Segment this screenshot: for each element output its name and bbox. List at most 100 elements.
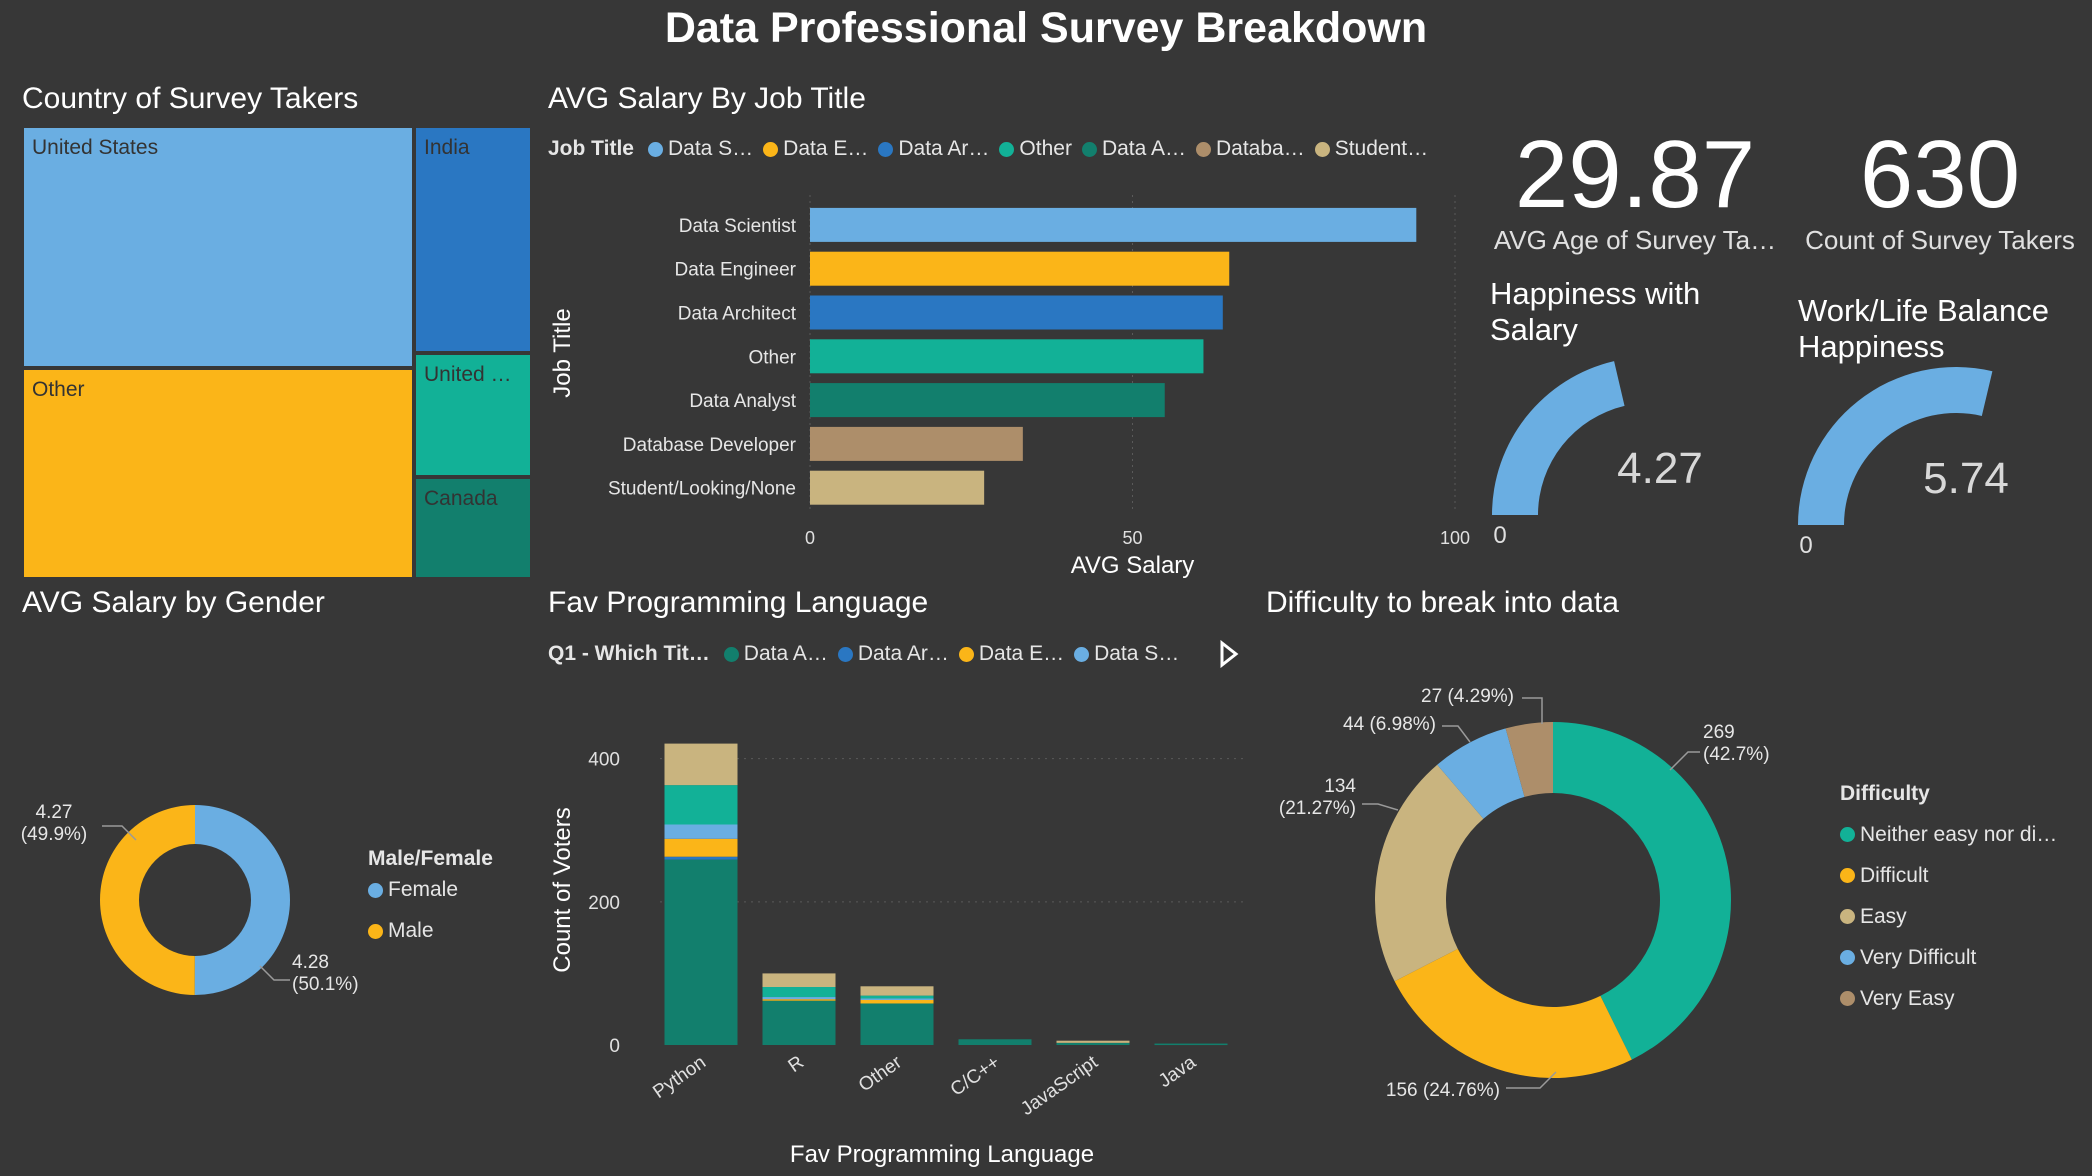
treemap-cell-other[interactable]: Other <box>22 368 414 579</box>
y-tick-label: Other <box>748 347 796 368</box>
gender-legend-title: Male/Female <box>368 847 493 870</box>
legend-title: Job Title <box>548 137 634 160</box>
treemap-cell-india[interactable]: India <box>414 126 532 353</box>
legend-item[interactable]: Data S… <box>1074 642 1179 666</box>
y-tick-label: Data Engineer <box>675 260 797 281</box>
bar <box>810 426 1023 461</box>
legend-dot <box>1840 991 1855 1006</box>
stacked-bar-segment <box>664 785 738 825</box>
stacked-bar-segment <box>762 997 836 1000</box>
legend-item[interactable]: Data Ar… <box>837 642 949 666</box>
difficulty-donut-chart: 269 (42.7%) 156 (24.76%) 134 (21.27%) 44 (6.9… <box>1279 686 1770 1101</box>
legend-item[interactable]: Data S… <box>647 137 753 161</box>
gauge-salary-title: Happiness with Salary <box>1490 276 1701 347</box>
gauge-value: 4.27 <box>1617 444 1703 493</box>
y-axis-label: Count of Voters <box>549 807 576 972</box>
x-tick-label: JavaScript <box>1017 1051 1102 1119</box>
data-label-line: 44 (6.98%) <box>1343 714 1436 735</box>
legend-item-male[interactable]: Male <box>368 919 434 943</box>
legend-next-arrow-icon[interactable] <box>1218 640 1240 668</box>
legend-item[interactable]: Data A… <box>723 642 828 666</box>
gender-female-data-label: 4.28 (50.1%) <box>292 952 372 996</box>
legend-dot <box>1196 141 1211 157</box>
donut-slice <box>99 805 195 995</box>
kpi-count-label: Count of Survey Takers <box>1805 225 2075 255</box>
stacked-bar-segment <box>664 856 738 860</box>
legend-item[interactable]: Very Difficult <box>1840 937 2057 978</box>
legend-dot <box>1314 141 1330 157</box>
legend-item-female[interactable]: Female <box>368 878 458 902</box>
lang-chart-title: Fav Programming Language <box>548 586 929 619</box>
x-tick-label: 100 <box>1440 528 1470 548</box>
lang-legend: Q1 - Which Tit… Data A… Data Ar… Data E…… <box>548 642 1189 666</box>
donut-slice <box>1437 728 1525 819</box>
legend-dot <box>1840 868 1855 883</box>
legend-item[interactable]: Neither easy nor di… <box>1840 814 2057 855</box>
stacked-bar-segment <box>664 859 738 1045</box>
treemap-label: Other <box>32 378 85 401</box>
legend-item[interactable]: Difficult <box>1840 855 2057 896</box>
country-chart-title: Country of Survey Takers <box>22 82 359 115</box>
donut-slice <box>1505 722 1553 797</box>
legend-dot <box>878 141 894 157</box>
legend-dot <box>837 646 853 662</box>
legend-label: Student… <box>1334 137 1429 160</box>
legend-dot <box>368 882 383 898</box>
legend-label: Databa… <box>1216 137 1305 160</box>
gauge-min-label: 0 <box>1493 522 1506 549</box>
legend-item[interactable]: Data E… <box>763 137 868 161</box>
gauge-worklife-happiness: 5.74010 <box>1798 366 2009 559</box>
y-tick-label: Data Architect <box>678 304 797 325</box>
treemap-label: India <box>424 136 470 159</box>
treemap-cell-canada[interactable]: Canada <box>414 477 532 579</box>
y-tick-label: 200 <box>588 893 620 914</box>
legend-label: Very Easy <box>1860 986 1955 1010</box>
bar <box>810 339 1204 374</box>
data-label: 269 (42.7%) <box>1703 722 1770 765</box>
stacked-bar-segment <box>958 1039 1032 1045</box>
treemap-cell-united-states[interactable]: United States <box>22 126 414 368</box>
bar <box>810 251 1230 286</box>
data-label-value: 4.28 <box>292 952 329 973</box>
y-axis-label: Job Title <box>549 308 576 397</box>
x-tick-label: Java <box>1155 1052 1200 1092</box>
difficulty-legend: Difficulty Neither easy nor di… Difficul… <box>1840 782 2057 1019</box>
gauge-worklife-title: Work/Life Balance Happiness <box>1798 293 2049 364</box>
stacked-bar-segment <box>664 838 738 857</box>
y-tick-label: Data Analyst <box>689 391 796 412</box>
legend-item[interactable]: Data Ar… <box>878 137 989 161</box>
legend-label: Difficult <box>1860 863 1929 887</box>
legend-item[interactable]: Other <box>999 137 1072 161</box>
stacked-bar-segment <box>1154 1043 1228 1046</box>
leader-line <box>1522 697 1543 724</box>
stacked-bar-segment <box>762 987 836 998</box>
data-label-line: 269 <box>1703 722 1735 743</box>
legend-item[interactable]: Data E… <box>958 642 1064 666</box>
bar <box>810 295 1223 330</box>
y-tick-label: 0 <box>609 1036 620 1057</box>
x-tick-label: C/C++ <box>947 1052 1004 1101</box>
legend-dot <box>723 646 739 662</box>
salary-job-chart-title: AVG Salary By Job Title <box>548 82 866 115</box>
stacked-bar-segment <box>1056 1042 1130 1045</box>
legend-item[interactable]: Student… <box>1314 137 1429 161</box>
y-tick-label: Database Developer <box>623 435 797 456</box>
stacked-bar-segment <box>762 1000 836 1045</box>
leader-line <box>1669 751 1700 771</box>
stacked-bar-segment <box>860 995 934 999</box>
legend-label: Very Difficult <box>1860 945 1977 969</box>
leader-line <box>1506 1071 1557 1089</box>
legend-item[interactable]: Very Easy <box>1840 978 2057 1019</box>
bar <box>810 383 1165 418</box>
legend-title: Q1 - Which Tit… <box>548 642 710 665</box>
legend-label: Data A… <box>1101 137 1186 160</box>
data-label: 134 (21.27%) <box>1279 776 1357 819</box>
stacked-bar-segment <box>762 973 836 988</box>
legend-item[interactable]: Easy <box>1840 896 2057 937</box>
data-label-line: 156 (24.76%) <box>1386 1080 1500 1101</box>
legend-dot <box>1840 909 1855 924</box>
legend-label: Female <box>388 878 459 901</box>
legend-item[interactable]: Databa… <box>1196 137 1305 161</box>
treemap-cell-united-kingdom[interactable]: United … <box>414 353 532 477</box>
legend-item[interactable]: Data A… <box>1081 137 1186 161</box>
